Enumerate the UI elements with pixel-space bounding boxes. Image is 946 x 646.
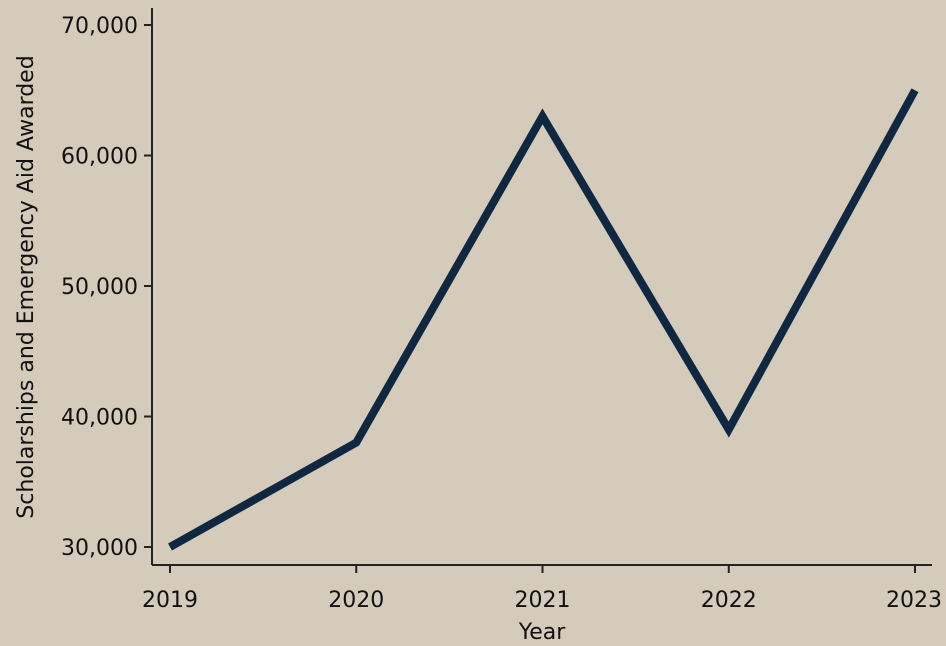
x-tick-label: 2020 (328, 588, 384, 613)
x-tick-label: 2021 (515, 588, 571, 613)
y-tick-label: 60,000 (61, 145, 138, 170)
x-tick-label: 2023 (886, 588, 942, 613)
x-tick-label: 2022 (701, 588, 757, 613)
series-layer (168, 88, 919, 551)
y-tick-label: 50,000 (61, 275, 138, 300)
y-ticks: 30,000 40,000 50,000 60,000 70,000 (61, 14, 152, 561)
y-tick-label: 30,000 (61, 536, 138, 561)
y-axis-title: Scholarships and Emergency Aid Awarded (14, 55, 39, 518)
y-tick-label: 40,000 (61, 406, 138, 431)
x-ticks: 2019 2020 2021 2022 2023 (142, 565, 942, 613)
x-tick-label: 2019 (142, 588, 198, 613)
x-axis-title: Year (518, 620, 567, 645)
axes (151, 8, 932, 566)
y-tick-label: 70,000 (61, 14, 138, 39)
series-line (168, 88, 919, 551)
